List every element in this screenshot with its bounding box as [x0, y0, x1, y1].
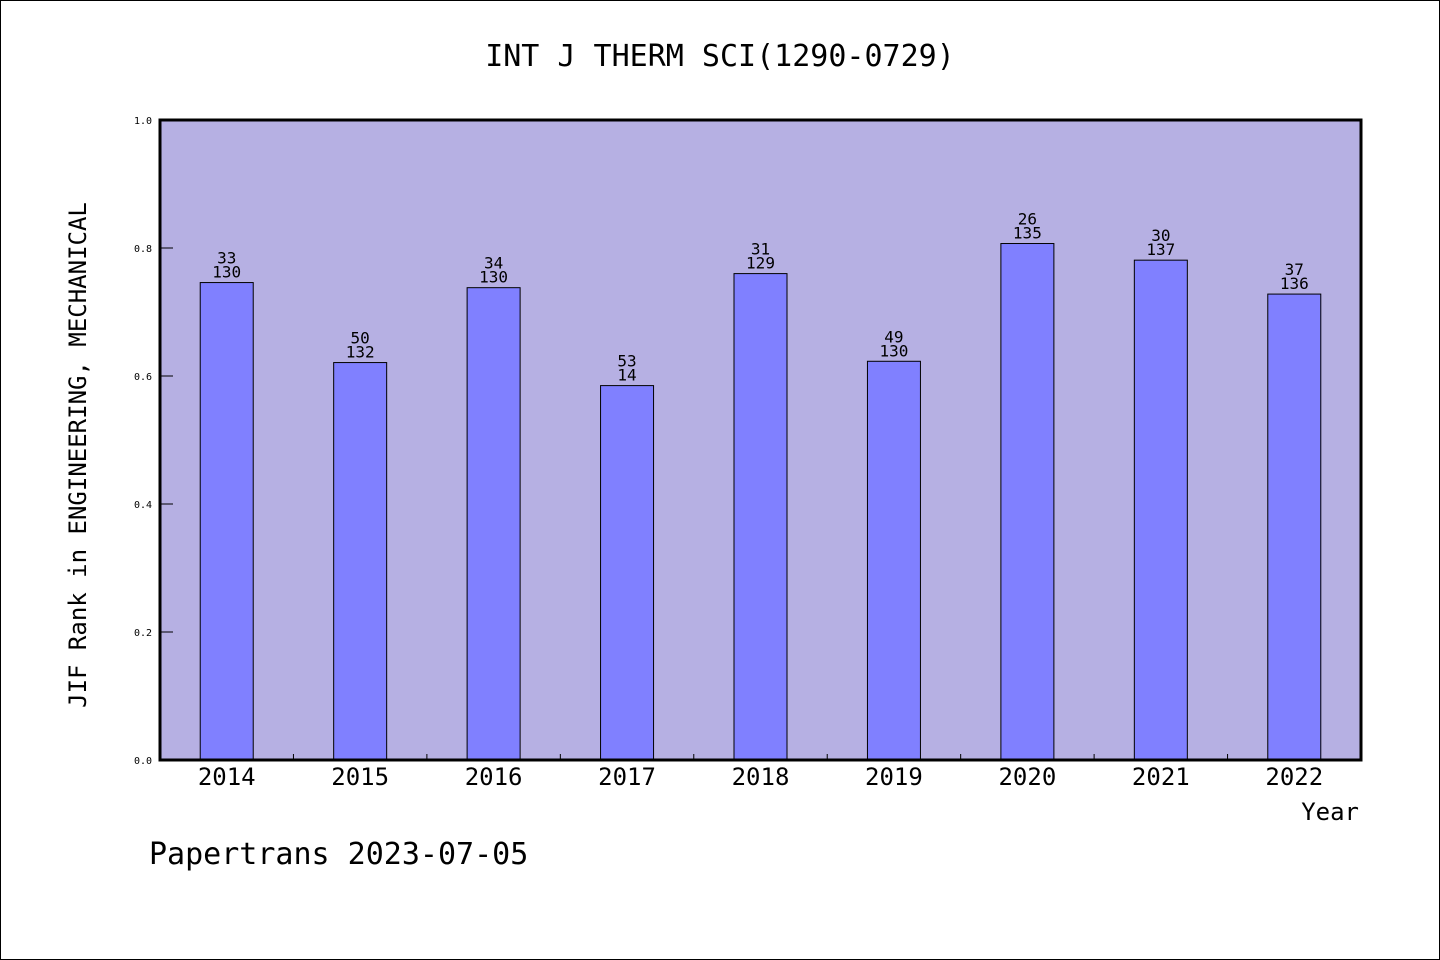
x-tick-label: 2016: [465, 763, 523, 791]
bar-rank-label: 53: [617, 352, 636, 371]
bar: [866, 360, 921, 761]
bar-rank-label: 34: [484, 254, 503, 273]
x-tick-label: 2015: [331, 763, 389, 791]
bar-total-label: 129: [746, 254, 775, 273]
bar: [333, 362, 388, 761]
chart-title: INT J THERM SCI(1290-0729): [485, 39, 955, 74]
x-tick-label: 2018: [732, 763, 790, 791]
bar-total-label: 130: [879, 341, 908, 360]
footer-source-date: Papertrans 2023-07-05: [149, 837, 528, 872]
y-tick-label: 0.0: [134, 756, 152, 767]
x-tick-label: 2020: [998, 763, 1056, 791]
bar: [1133, 259, 1188, 761]
plot-border: [158, 118, 1363, 762]
bar-total-label: 130: [479, 268, 508, 287]
bar-rank-label: 26: [1018, 210, 1037, 229]
bar: [199, 282, 254, 761]
bar-rank-label: 49: [884, 327, 903, 346]
bar: [733, 273, 788, 761]
bar-rank-label: 50: [351, 329, 370, 348]
bar-rank-label: 37: [1285, 260, 1304, 279]
bar-total-label: 135: [1013, 224, 1042, 243]
y-axis-label: JIF Rank in ENGINEERING, MECHANICAL: [64, 202, 92, 708]
bar-rank-label: 31: [751, 240, 770, 259]
bar: [600, 385, 655, 761]
bar-total-label: 130: [212, 263, 241, 282]
x-tick-label: 2021: [1132, 763, 1190, 791]
bar-total-label: 132: [346, 343, 375, 362]
bar-total-label: 136: [1280, 274, 1309, 293]
y-tick-label: 0.2: [134, 628, 152, 639]
bar-total-label: 14: [617, 366, 636, 385]
y-tick-label: 0.8: [134, 244, 152, 255]
bar: [1267, 293, 1322, 761]
x-tick-label: 2014: [198, 763, 256, 791]
x-tick-label: 2017: [598, 763, 656, 791]
bar: [1000, 243, 1055, 761]
bar-rank-label: 33: [217, 249, 236, 268]
x-tick-label: 2019: [865, 763, 923, 791]
x-axis-label: Year: [1301, 798, 1359, 826]
y-tick-label: 0.6: [134, 372, 152, 383]
y-tick-label: 1.0: [134, 116, 152, 127]
bar: [466, 287, 521, 761]
y-tick-label: 0.4: [134, 500, 152, 511]
bar-total-label: 137: [1146, 240, 1175, 259]
bar-rank-label: 30: [1151, 226, 1170, 245]
x-tick-label: 2022: [1265, 763, 1323, 791]
